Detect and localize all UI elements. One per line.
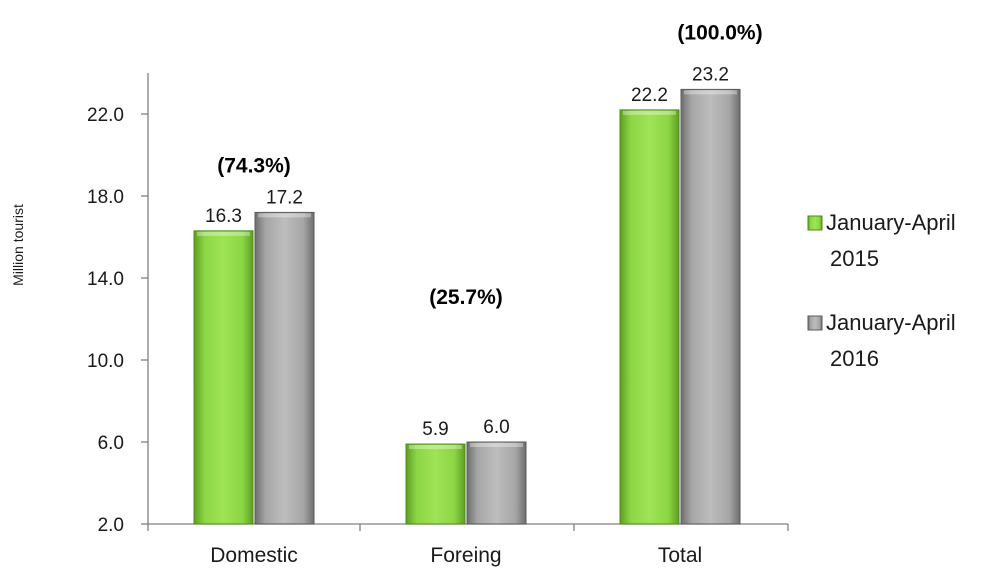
value-labels: 16.3 5.9 22.2 17.2 6.0 23.2 (74.3%) (25.7%) (100… xyxy=(205,21,763,440)
legend-label: January-April xyxy=(826,310,956,335)
share-annotation: (100.0%) xyxy=(677,21,762,44)
data-label: 17.2 xyxy=(266,187,303,208)
bar-bevel-highlight xyxy=(258,213,311,218)
share-annotation: (25.7%) xyxy=(429,286,503,309)
bar-bevel-highlight xyxy=(470,443,523,447)
y-axis-label: Million tourist xyxy=(10,204,26,286)
y-tick-label: 6.0 xyxy=(98,433,124,454)
bar-foreing-series-2 xyxy=(466,441,527,525)
axes: 2.0 6.0 10.0 14.0 18.0 22.0 Domestic Foreing Tot… xyxy=(10,73,789,567)
bar-domestic-series-1 xyxy=(193,230,254,525)
bar-total-series-1 xyxy=(619,109,680,525)
bar-bevel-highlight xyxy=(623,110,676,115)
y-tick-label: 10.0 xyxy=(87,351,124,372)
data-label: 22.2 xyxy=(631,85,668,106)
bar-total-series-2 xyxy=(680,88,741,525)
legend-swatch xyxy=(807,215,823,231)
bar-bevel-highlight xyxy=(409,445,462,450)
share-annotation: (74.3%) xyxy=(217,154,291,177)
data-label: 23.2 xyxy=(692,64,729,85)
legend-label: January-April xyxy=(826,210,956,235)
y-tick-label: 22.0 xyxy=(87,105,124,126)
legend: January-April 2015 January-April 2016 xyxy=(807,210,956,371)
x-category-label: Total xyxy=(658,544,702,567)
x-category-label: Foreing xyxy=(430,544,501,567)
data-label: 16.3 xyxy=(205,206,242,227)
data-label: 5.9 xyxy=(422,419,448,440)
bar-domestic-series-2 xyxy=(254,211,315,525)
bar-foreing-series-1 xyxy=(405,443,466,525)
y-tick-label: 18.0 xyxy=(87,187,124,208)
bars xyxy=(193,88,741,525)
y-tick-label: 2.0 xyxy=(98,515,124,536)
legend-label: 2016 xyxy=(830,346,879,371)
legend-label: 2015 xyxy=(830,246,879,271)
y-tick-label: 14.0 xyxy=(87,269,124,290)
bar-bevel-highlight xyxy=(197,231,250,236)
x-category-label: Domestic xyxy=(210,544,298,567)
data-label: 6.0 xyxy=(483,417,509,438)
legend-swatch xyxy=(807,315,823,331)
bar-bevel-highlight xyxy=(684,90,737,95)
